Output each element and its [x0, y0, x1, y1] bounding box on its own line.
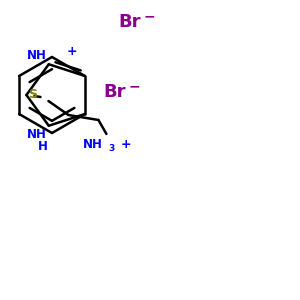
Text: H: H [38, 140, 48, 153]
Text: −: − [144, 9, 156, 23]
Text: NH: NH [82, 138, 102, 151]
Text: NH: NH [27, 49, 47, 62]
Text: S: S [28, 88, 38, 101]
Text: +: + [67, 45, 77, 58]
Text: Br: Br [103, 83, 125, 101]
Text: NH: NH [27, 128, 47, 141]
Text: Br: Br [118, 13, 140, 31]
Text: −: − [129, 79, 141, 93]
Text: +: + [120, 138, 131, 151]
Text: 3: 3 [108, 144, 115, 153]
